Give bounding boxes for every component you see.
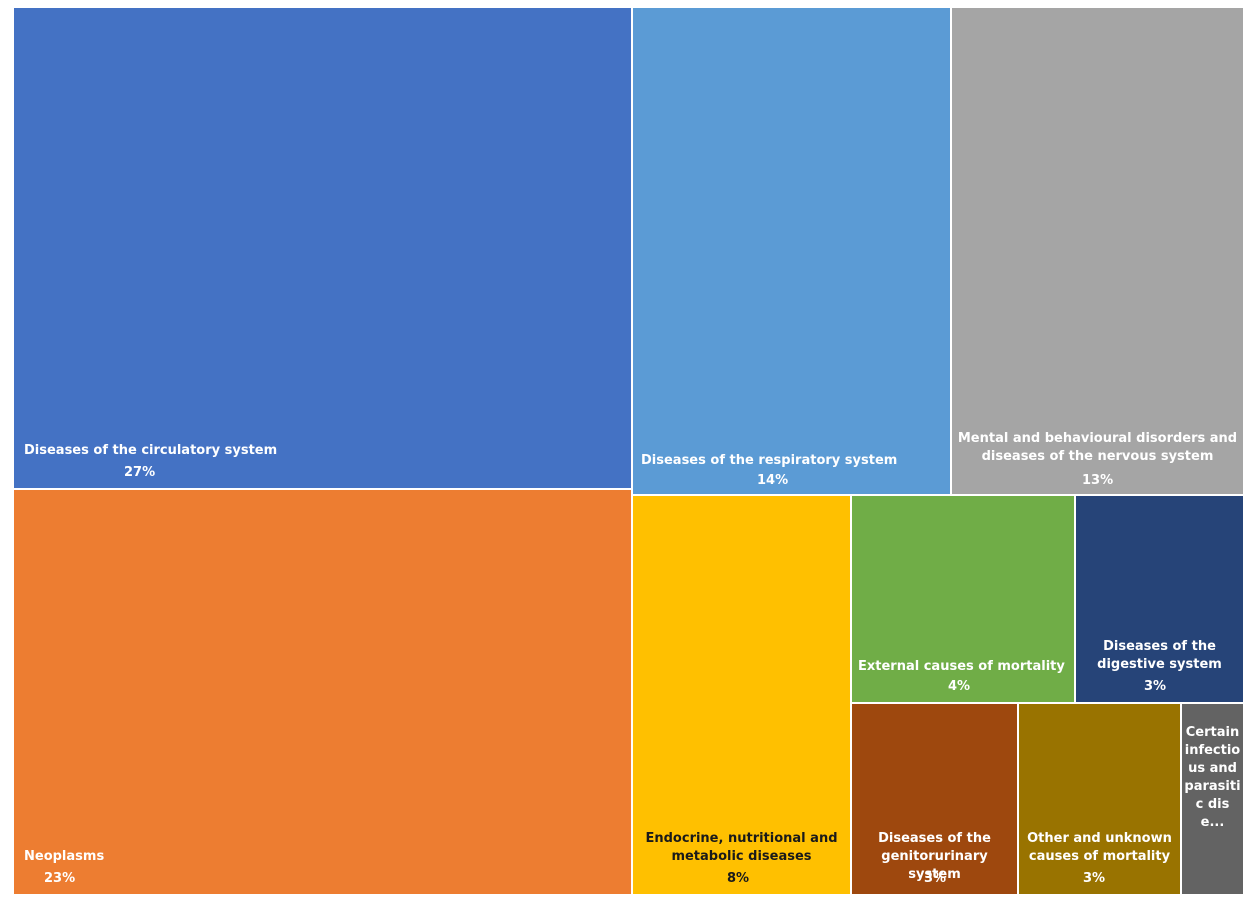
- tile-respiratory: Diseases of the respiratory system 14%: [633, 8, 950, 494]
- tile-label: Certain infectious and parasitic dise...: [1184, 725, 1241, 830]
- tile-digestive: Diseases of the digestive system 3%: [1076, 496, 1243, 702]
- tile-label: Mental and behavioural disorders and dis…: [957, 431, 1238, 464]
- tile-label: Other and unknown causes of mortality: [1027, 831, 1172, 864]
- tile-circulatory: Diseases of the circulatory system 27%: [14, 8, 631, 488]
- tile-value: 14%: [757, 473, 789, 488]
- tile-infectious-parasitic: Certain infectious and parasitic dise...: [1182, 704, 1243, 894]
- tile-label: External causes of mortality: [858, 659, 1065, 674]
- tile-label: Diseases of the respiratory system: [641, 453, 898, 468]
- tile-value: 3%: [1144, 679, 1167, 694]
- tile-label: Diseases of the circulatory system: [24, 443, 278, 458]
- tile-mental-nervous: Mental and behavioural disorders and dis…: [952, 8, 1243, 494]
- tile-label: Endocrine, nutritional and metabolic dis…: [645, 831, 838, 864]
- tile-value: 3%: [924, 871, 947, 886]
- tile-value: 27%: [124, 465, 156, 480]
- tile-value: 23%: [44, 871, 76, 886]
- tile-endocrine: Endocrine, nutritional and metabolic dis…: [633, 496, 850, 894]
- tile-external-causes: External causes of mortality 4%: [852, 496, 1074, 702]
- tile-label: Neoplasms: [24, 849, 105, 864]
- tile-value: 13%: [1082, 473, 1114, 488]
- tile-neoplasms: Neoplasms 23%: [14, 490, 631, 894]
- tile-value: 4%: [948, 679, 971, 694]
- tile-label: Diseases of the digestive system: [1097, 639, 1222, 672]
- tile-value: 8%: [727, 871, 750, 886]
- tile-value: 3%: [1083, 871, 1106, 886]
- tile-label: Diseases of the genitorurinary system: [878, 831, 991, 882]
- tile-genitourinary: Diseases of the genitorurinary system 3%: [852, 704, 1017, 894]
- tile-other-unknown: Other and unknown causes of mortality 3%: [1019, 704, 1180, 894]
